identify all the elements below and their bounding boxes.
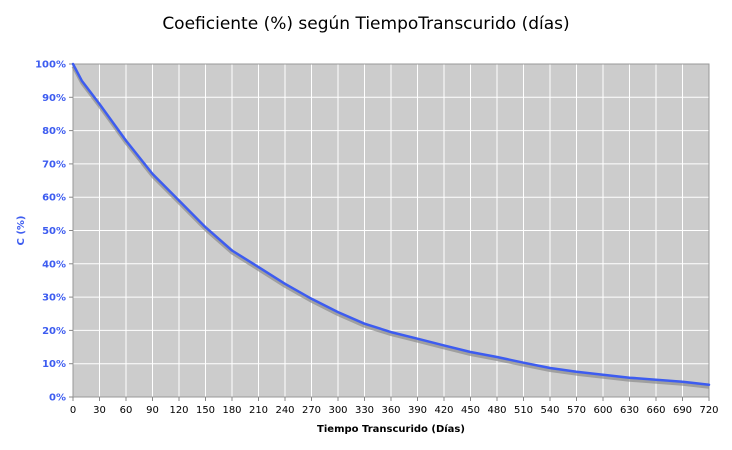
x-tick-label: 600 <box>593 405 612 416</box>
x-tick-label: 630 <box>620 405 639 416</box>
x-tick-label: 30 <box>93 405 106 416</box>
y-axis-label: C (%) <box>16 216 27 246</box>
chart-title: Coeficiente (%) según TiempoTranscurido … <box>162 14 570 34</box>
x-tick-label: 90 <box>146 405 159 416</box>
y-tick-label: 0% <box>49 393 66 404</box>
x-axis-label: Tiempo Transcurido (Días) <box>317 423 465 435</box>
grid <box>73 64 709 397</box>
x-axis-ticks: 0 30 60 90 120 150 180 210 240 270 300 330 360 390 420… <box>70 397 719 416</box>
x-tick-label: 420 <box>434 405 453 416</box>
x-tick-label: 510 <box>514 405 533 416</box>
y-tick-label: 70% <box>42 159 66 170</box>
x-tick-label: 360 <box>381 405 400 416</box>
y-tick-label: 40% <box>42 259 66 270</box>
x-tick-label: 300 <box>328 405 347 416</box>
x-tick-label: 180 <box>222 405 241 416</box>
x-tick-label: 330 <box>355 405 374 416</box>
y-tick-label: 100% <box>35 60 66 71</box>
x-tick-label: 660 <box>646 405 665 416</box>
x-tick-label: 390 <box>408 405 427 416</box>
y-tick-label: 10% <box>42 359 66 370</box>
x-tick-label: 240 <box>275 405 294 416</box>
y-tick-label: 80% <box>42 126 66 137</box>
y-tick-label: 30% <box>42 293 66 304</box>
x-tick-label: 210 <box>249 405 268 416</box>
y-tick-label: 50% <box>42 226 66 237</box>
x-tick-label: 150 <box>196 405 215 416</box>
x-tick-label: 270 <box>302 405 321 416</box>
series-line-shadow <box>71 65 710 389</box>
x-tick-label: 480 <box>487 405 506 416</box>
y-tick-label: 60% <box>42 193 66 204</box>
x-tick-label: 60 <box>120 405 133 416</box>
y-tick-label: 20% <box>42 326 66 337</box>
x-tick-label: 690 <box>673 405 692 416</box>
x-tick-label: 450 <box>461 405 480 416</box>
x-tick-label: 120 <box>169 405 188 416</box>
series-line <box>71 62 711 386</box>
x-tick-label: 570 <box>567 405 586 416</box>
x-tick-label: 720 <box>699 405 718 416</box>
y-axis-ticks: 0% 10% 20% 30% 40% 50% 60% 70% 80% 90% 100% <box>35 60 73 404</box>
y-tick-label: 90% <box>42 93 66 104</box>
x-tick-label: 540 <box>540 405 559 416</box>
x-tick-label: 0 <box>70 405 76 416</box>
